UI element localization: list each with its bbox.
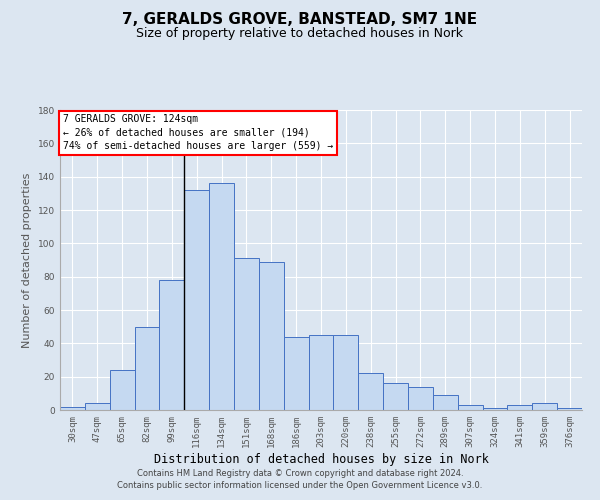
Bar — [334, 335, 358, 410]
Text: Size of property relative to detached houses in Nork: Size of property relative to detached ho… — [137, 28, 464, 40]
Bar — [259, 262, 284, 410]
Bar — [358, 374, 383, 410]
Bar — [508, 405, 532, 410]
Bar — [383, 384, 408, 410]
Bar — [284, 336, 308, 410]
Bar — [308, 335, 334, 410]
Bar — [433, 395, 458, 410]
Bar — [408, 386, 433, 410]
Bar — [60, 406, 85, 410]
Bar — [458, 405, 482, 410]
Bar — [234, 258, 259, 410]
Bar — [110, 370, 134, 410]
Bar — [532, 404, 557, 410]
Bar — [557, 408, 582, 410]
Bar — [160, 280, 184, 410]
Text: Contains HM Land Registry data © Crown copyright and database right 2024.
Contai: Contains HM Land Registry data © Crown c… — [118, 468, 482, 490]
Y-axis label: Number of detached properties: Number of detached properties — [22, 172, 32, 348]
Bar — [482, 408, 508, 410]
Bar — [184, 190, 209, 410]
Bar — [134, 326, 160, 410]
Bar — [85, 404, 110, 410]
Bar — [209, 184, 234, 410]
X-axis label: Distribution of detached houses by size in Nork: Distribution of detached houses by size … — [154, 452, 488, 466]
Text: 7, GERALDS GROVE, BANSTEAD, SM7 1NE: 7, GERALDS GROVE, BANSTEAD, SM7 1NE — [122, 12, 478, 28]
Text: 7 GERALDS GROVE: 124sqm
← 26% of detached houses are smaller (194)
74% of semi-d: 7 GERALDS GROVE: 124sqm ← 26% of detache… — [62, 114, 333, 151]
